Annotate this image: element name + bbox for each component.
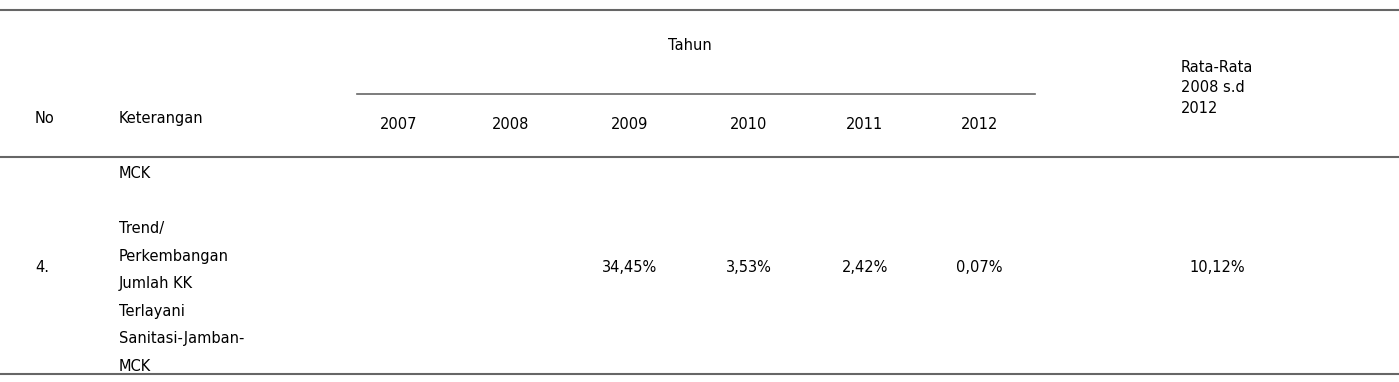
Text: MCK: MCK	[119, 359, 151, 374]
Text: 2,42%: 2,42%	[841, 260, 888, 275]
Text: 4.: 4.	[35, 260, 49, 275]
Text: 2009: 2009	[611, 117, 648, 132]
Text: No: No	[35, 111, 55, 126]
Text: Perkembangan: Perkembangan	[119, 249, 229, 264]
Text: 10,12%: 10,12%	[1189, 260, 1245, 275]
Text: Jumlah KK: Jumlah KK	[119, 276, 193, 291]
Text: 2011: 2011	[846, 117, 883, 132]
Text: 2008: 2008	[492, 117, 529, 132]
Text: 2012: 2012	[961, 117, 997, 132]
Text: Sanitasi-Jamban-: Sanitasi-Jamban-	[119, 331, 245, 346]
Text: 2007: 2007	[381, 117, 417, 132]
Text: 3,53%: 3,53%	[726, 260, 771, 275]
Text: 0,07%: 0,07%	[956, 260, 1003, 275]
Text: Tahun: Tahun	[667, 38, 712, 53]
Text: MCK: MCK	[119, 166, 151, 181]
Text: Terlayani: Terlayani	[119, 304, 185, 319]
Text: Keterangan: Keterangan	[119, 111, 203, 126]
Text: Rata-Rata
2008 s.d
2012: Rata-Rata 2008 s.d 2012	[1181, 60, 1254, 116]
Text: Trend/: Trend/	[119, 221, 164, 236]
Text: 2010: 2010	[730, 117, 767, 132]
Text: 34,45%: 34,45%	[602, 260, 658, 275]
